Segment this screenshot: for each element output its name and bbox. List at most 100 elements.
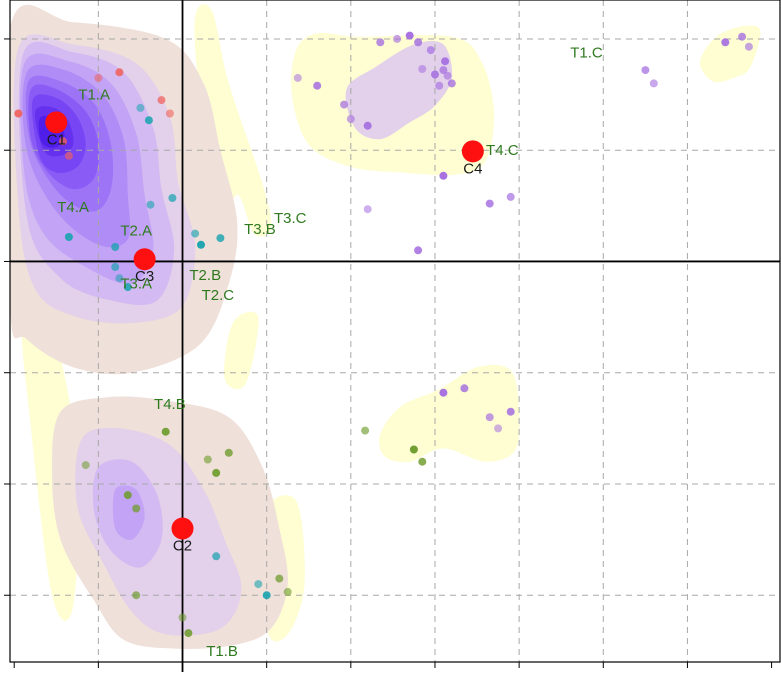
point-purple xyxy=(414,38,423,47)
data-points xyxy=(14,31,753,638)
plot-frame xyxy=(9,0,781,663)
point-purple xyxy=(738,32,747,41)
point-green xyxy=(178,613,187,622)
density-level-upper-middle xyxy=(345,40,453,140)
point-purple xyxy=(414,246,423,255)
point-teal xyxy=(146,200,155,209)
density-ribbon xyxy=(224,311,259,390)
point-teal xyxy=(168,194,177,202)
point-green xyxy=(132,504,141,513)
point-purple xyxy=(346,115,355,123)
centroids: C1 C3 C4 C2 xyxy=(45,111,484,554)
axes xyxy=(4,0,781,672)
point-green xyxy=(203,455,212,464)
point-green xyxy=(161,427,170,436)
point-teal xyxy=(136,103,145,112)
density-level-far-right xyxy=(699,25,761,83)
annotation-label: T2.B xyxy=(189,267,221,284)
point-green xyxy=(275,574,284,583)
point-green xyxy=(123,491,132,500)
point-purple xyxy=(460,384,469,393)
point-purple xyxy=(313,81,322,90)
point-salmon xyxy=(165,109,174,118)
point-purple xyxy=(418,65,427,73)
point-purple xyxy=(443,71,452,80)
annotation-label: T3.C xyxy=(274,210,307,227)
point-purple xyxy=(393,34,402,43)
centroid-c4 xyxy=(461,140,484,163)
point-purple xyxy=(506,407,515,416)
point-purple xyxy=(363,121,372,130)
point-purple xyxy=(405,31,414,40)
centroid-label: C1 xyxy=(47,131,66,148)
annotation-label: T1.B xyxy=(206,643,238,660)
annotation-label: T4.C xyxy=(486,142,519,159)
point-green xyxy=(81,461,90,470)
point-purple xyxy=(485,413,494,422)
point-green xyxy=(283,587,292,596)
point-teal xyxy=(123,283,132,292)
point-teal xyxy=(115,274,124,283)
point-green xyxy=(212,468,221,477)
point-teal xyxy=(212,552,221,561)
point-salmon xyxy=(59,137,67,146)
point-salmon xyxy=(14,109,23,118)
point-purple xyxy=(376,38,385,47)
point-purple xyxy=(340,100,349,109)
point-teal xyxy=(254,580,263,589)
centroid-c2 xyxy=(171,517,194,540)
point-green xyxy=(418,457,427,466)
point-purple xyxy=(426,46,435,55)
point-purple xyxy=(744,42,753,51)
centroid-c3 xyxy=(133,248,156,271)
point-purple xyxy=(485,199,494,208)
point-purple xyxy=(721,38,730,47)
annotation-label: T2.C xyxy=(202,287,235,304)
point-purple xyxy=(431,70,439,79)
annotation-label: T2.A xyxy=(120,222,152,239)
point-purple xyxy=(439,171,448,180)
point-purple xyxy=(494,424,503,433)
point-green xyxy=(132,591,141,600)
annotation-label: T4.A xyxy=(57,199,89,216)
point-teal xyxy=(216,234,225,243)
density-contours xyxy=(10,4,761,649)
point-purple xyxy=(435,81,444,90)
point-teal xyxy=(191,229,200,238)
point-purple xyxy=(293,73,302,82)
point-salmon xyxy=(64,151,73,160)
point-salmon xyxy=(115,68,124,77)
annotation-label: T1.A xyxy=(78,87,110,104)
annotations: T1.A T4.A T2.A T3.A T2.B T2.C T3.BT3.C T4.B T1.B… xyxy=(57,44,603,660)
centroid-label: C2 xyxy=(173,537,192,554)
centroid-label: C4 xyxy=(463,160,482,177)
point-purple xyxy=(641,66,650,75)
density-level-lower-left xyxy=(112,485,145,541)
point-salmon xyxy=(94,73,103,82)
point-teal xyxy=(111,243,120,251)
point-green xyxy=(409,445,418,454)
point-purple xyxy=(439,388,448,397)
point-purple xyxy=(439,66,448,75)
annotation-label: T3.A xyxy=(120,276,152,293)
point-teal xyxy=(197,240,205,249)
annotation-label: T1.C xyxy=(570,44,603,61)
point-purple xyxy=(363,205,372,214)
point-salmon xyxy=(157,96,166,105)
annotation-label: T3.B xyxy=(244,221,276,238)
point-teal xyxy=(144,116,153,125)
point-teal xyxy=(64,233,73,241)
point-green xyxy=(361,426,370,435)
point-purple xyxy=(506,192,515,201)
point-teal xyxy=(111,263,120,271)
point-teal xyxy=(262,591,271,600)
density-level-right-middle xyxy=(379,364,520,463)
axis-ticks xyxy=(4,38,773,668)
point-purple xyxy=(441,57,450,66)
centroid-label: C3 xyxy=(135,268,154,285)
annotation-label: T4.B xyxy=(154,396,186,413)
point-purple xyxy=(447,79,456,88)
point-green xyxy=(184,629,193,638)
centroid-c1 xyxy=(45,111,68,134)
